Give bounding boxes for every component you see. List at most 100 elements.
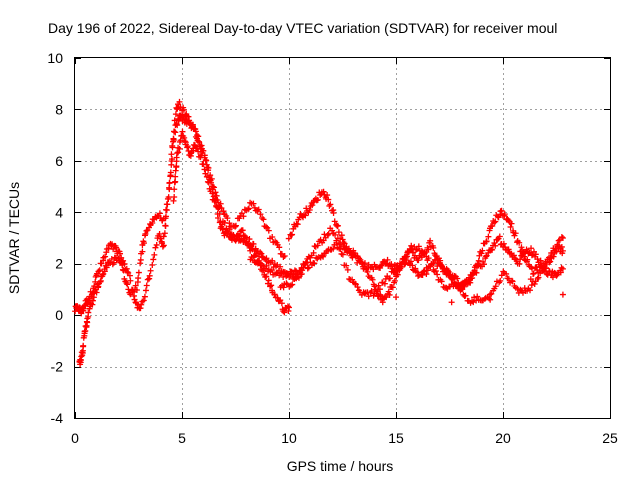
data-point <box>163 207 170 214</box>
data-point <box>263 255 270 262</box>
data-point <box>558 234 565 241</box>
data-point <box>268 267 275 274</box>
data-point <box>393 294 399 301</box>
data-point <box>171 186 178 193</box>
data-point <box>132 282 139 289</box>
data-point <box>550 253 557 260</box>
data-point <box>124 268 131 275</box>
data-point <box>280 273 287 280</box>
data-point <box>330 245 337 252</box>
data-point <box>434 271 441 278</box>
data-point <box>507 223 514 230</box>
data-point <box>173 164 180 171</box>
data-point <box>407 258 414 265</box>
data-point <box>262 223 269 230</box>
data-point <box>171 117 178 124</box>
data-point <box>251 204 258 211</box>
data-point <box>337 246 344 253</box>
data-point <box>263 262 270 269</box>
data-point <box>501 211 508 218</box>
data-point <box>253 251 260 258</box>
data-point <box>203 173 210 180</box>
data-point <box>351 250 358 257</box>
data-point <box>386 291 393 298</box>
data-point <box>137 260 144 267</box>
data-point <box>491 240 498 247</box>
data-point <box>554 242 561 249</box>
data-point <box>304 265 311 272</box>
data-point <box>231 236 238 243</box>
data-point <box>232 223 239 230</box>
data-point <box>265 227 272 234</box>
data-point <box>306 207 313 214</box>
data-point <box>424 267 431 274</box>
data-point <box>418 254 425 261</box>
data-point <box>427 237 434 244</box>
data-point <box>508 220 515 227</box>
data-point <box>348 251 355 258</box>
data-point <box>131 296 138 303</box>
tick-marks <box>75 58 611 419</box>
data-point <box>226 220 233 227</box>
data-point <box>289 231 296 238</box>
data-point <box>552 246 559 253</box>
data-point <box>159 243 166 250</box>
data-point <box>302 212 309 219</box>
data-point <box>553 272 560 279</box>
data-point <box>258 250 265 257</box>
data-point <box>485 233 492 240</box>
data-point <box>135 275 142 282</box>
data-point <box>195 148 202 155</box>
data-point <box>329 227 336 234</box>
data-point <box>334 222 341 229</box>
y-tick-label: 10 <box>47 50 63 66</box>
data-point <box>102 253 109 260</box>
chart-title: Day 196 of 2022, Sidereal Day-to-day VTE… <box>48 20 557 36</box>
data-point <box>418 247 425 254</box>
data-point <box>558 264 565 271</box>
y-tick-label: -4 <box>51 410 64 426</box>
data-point <box>149 262 156 269</box>
data-point <box>332 231 339 238</box>
data-point <box>213 192 220 199</box>
data-point <box>170 136 177 143</box>
data-point <box>338 232 345 239</box>
data-point <box>369 276 376 283</box>
data-point <box>503 270 510 277</box>
data-point <box>170 128 177 135</box>
data-point <box>140 297 147 304</box>
data-point <box>509 278 516 285</box>
data-point <box>296 271 303 278</box>
data-point <box>251 259 258 266</box>
data-point <box>205 164 212 171</box>
data-point <box>224 230 231 237</box>
data-point <box>448 299 455 306</box>
data-point <box>479 247 486 254</box>
x-tick-label: 10 <box>281 430 297 446</box>
data-point <box>473 269 480 276</box>
data-point <box>141 293 148 300</box>
data-point <box>164 201 171 208</box>
data-point <box>200 161 207 168</box>
y-tick-label: -2 <box>51 359 64 375</box>
data-point <box>339 236 346 243</box>
data-point <box>331 218 338 225</box>
data-point <box>517 256 524 263</box>
data-point <box>257 249 264 256</box>
data-point <box>309 202 316 209</box>
data-point <box>383 294 390 301</box>
data-point <box>335 229 342 236</box>
data-point <box>498 207 505 214</box>
data-point <box>516 260 523 267</box>
data-point <box>142 230 149 237</box>
data-point <box>127 277 134 284</box>
data-point <box>474 293 481 300</box>
data-point <box>96 267 103 274</box>
data-point <box>143 227 150 234</box>
x-tick-label: 20 <box>495 430 511 446</box>
data-point <box>245 205 252 212</box>
data-point <box>250 200 257 207</box>
data-point <box>174 122 181 129</box>
data-point <box>488 290 495 297</box>
data-point <box>548 249 555 256</box>
